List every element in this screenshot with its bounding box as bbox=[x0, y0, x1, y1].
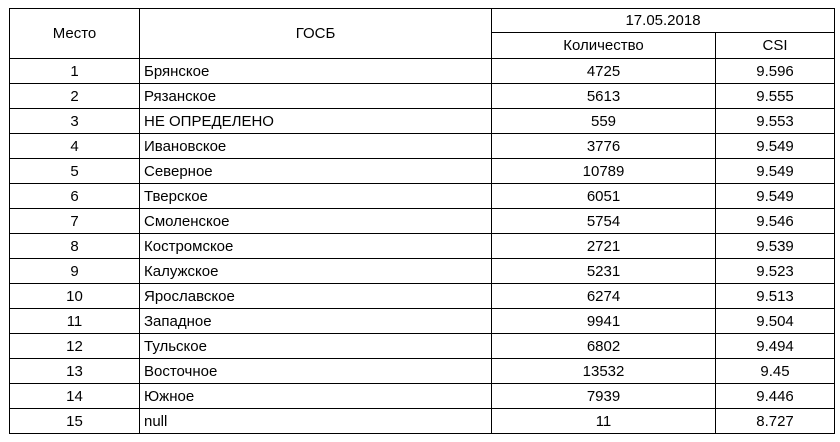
cell-count: 7939 bbox=[491, 383, 716, 409]
header-row-top: Место ГОСБ 17.05.2018 bbox=[9, 8, 836, 59]
cell-csi: 9.549 bbox=[714, 133, 836, 159]
header-date: 17.05.2018 bbox=[490, 8, 836, 33]
table-row: 10 Ярославское 6274 9.513 bbox=[9, 283, 836, 309]
cell-count: 13532 bbox=[491, 358, 716, 384]
cell-gosb: Брянское bbox=[139, 58, 492, 84]
cell-gosb: Восточное bbox=[139, 358, 492, 384]
cell-csi: 9.45 bbox=[714, 358, 836, 384]
cell-count: 6274 bbox=[491, 283, 716, 309]
cell-csi: 9.513 bbox=[714, 283, 836, 309]
cell-gosb: Костромское bbox=[139, 233, 492, 259]
ranking-table: Место ГОСБ 17.05.2018 Количество CSI 1 Бр… bbox=[9, 8, 836, 434]
cell-place: 14 bbox=[9, 383, 140, 409]
table-row: 5 Северное 10789 9.549 bbox=[9, 158, 836, 184]
table-row: 7 Смоленское 5754 9.546 bbox=[9, 208, 836, 234]
table-row: 4 Ивановское 3776 9.549 bbox=[9, 133, 836, 159]
cell-csi: 9.596 bbox=[714, 58, 836, 84]
cell-gosb: Ярославское bbox=[139, 283, 492, 309]
cell-place: 5 bbox=[9, 158, 140, 184]
cell-csi: 9.546 bbox=[714, 208, 836, 234]
cell-gosb: null bbox=[139, 408, 492, 434]
cell-csi: 9.494 bbox=[714, 333, 836, 359]
cell-place: 12 bbox=[9, 333, 140, 359]
cell-csi: 9.504 bbox=[714, 308, 836, 334]
cell-count: 5231 bbox=[491, 258, 716, 284]
cell-place: 11 bbox=[9, 308, 140, 334]
cell-place: 2 bbox=[9, 83, 140, 109]
table-row: 14 Южное 7939 9.446 bbox=[9, 383, 836, 409]
table-row: 6 Тверское 6051 9.549 bbox=[9, 183, 836, 209]
cell-gosb: Смоленское bbox=[139, 208, 492, 234]
cell-place: 6 bbox=[9, 183, 140, 209]
table-row: 2 Рязанское 5613 9.555 bbox=[9, 83, 836, 109]
cell-count: 9941 bbox=[491, 308, 716, 334]
table-header: Место ГОСБ 17.05.2018 Количество CSI bbox=[9, 8, 836, 59]
cell-gosb: Северное bbox=[139, 158, 492, 184]
cell-gosb: Западное bbox=[139, 308, 492, 334]
header-csi: CSI bbox=[714, 32, 836, 59]
cell-count: 5754 bbox=[491, 208, 716, 234]
cell-count: 6051 bbox=[491, 183, 716, 209]
table-row: 9 Калужское 5231 9.523 bbox=[9, 258, 836, 284]
table-row: 15 null 11 8.727 bbox=[9, 408, 836, 434]
table-row: 13 Восточное 13532 9.45 bbox=[9, 358, 836, 384]
cell-place: 3 bbox=[9, 108, 140, 134]
cell-count: 559 bbox=[491, 108, 716, 134]
cell-gosb: НЕ ОПРЕДЕЛЕНО bbox=[139, 108, 492, 134]
cell-csi: 9.549 bbox=[714, 183, 836, 209]
cell-count: 5613 bbox=[491, 83, 716, 109]
cell-csi: 9.555 bbox=[714, 83, 836, 109]
cell-place: 1 bbox=[9, 58, 140, 84]
cell-place: 13 bbox=[9, 358, 140, 384]
table-row: 12 Тульское 6802 9.494 bbox=[9, 333, 836, 359]
cell-place: 10 bbox=[9, 283, 140, 309]
header-row-bottom: Количество CSI bbox=[10, 32, 836, 59]
cell-csi: 9.549 bbox=[714, 158, 836, 184]
cell-count: 2721 bbox=[491, 233, 716, 259]
cell-place: 4 bbox=[9, 133, 140, 159]
cell-place: 15 bbox=[9, 408, 140, 434]
cell-gosb: Южное bbox=[139, 383, 492, 409]
cell-gosb: Ивановское bbox=[139, 133, 492, 159]
header-count: Количество bbox=[491, 32, 716, 59]
cell-csi: 9.446 bbox=[714, 383, 836, 409]
table-row: 11 Западное 9941 9.504 bbox=[9, 308, 836, 334]
header-gosb: ГОСБ bbox=[139, 8, 492, 59]
cell-place: 8 bbox=[9, 233, 140, 259]
table-row: 8 Костромское 2721 9.539 bbox=[9, 233, 836, 259]
cell-place: 9 bbox=[9, 258, 140, 284]
table-body: 1 Брянское 4725 9.596 2 Рязанское 5613 9.555 3 НЕ… bbox=[9, 58, 836, 434]
cell-csi: 9.523 bbox=[714, 258, 836, 284]
cell-csi: 9.539 bbox=[714, 233, 836, 259]
cell-count: 3776 bbox=[491, 133, 716, 159]
cell-gosb: Тульское bbox=[139, 333, 492, 359]
table-row: 1 Брянское 4725 9.596 bbox=[9, 58, 836, 84]
cell-count: 11 bbox=[491, 408, 716, 434]
table-row: 3 НЕ ОПРЕДЕЛЕНО 559 9.553 bbox=[9, 108, 836, 134]
cell-gosb: Рязанское bbox=[139, 83, 492, 109]
cell-place: 7 bbox=[9, 208, 140, 234]
cell-gosb: Калужское bbox=[139, 258, 492, 284]
cell-count: 4725 bbox=[491, 58, 716, 84]
cell-count: 10789 bbox=[491, 158, 716, 184]
cell-gosb: Тверское bbox=[139, 183, 492, 209]
cell-csi: 8.727 bbox=[714, 408, 836, 434]
cell-count: 6802 bbox=[491, 333, 716, 359]
header-place: Место bbox=[9, 8, 140, 59]
cell-csi: 9.553 bbox=[714, 108, 836, 134]
